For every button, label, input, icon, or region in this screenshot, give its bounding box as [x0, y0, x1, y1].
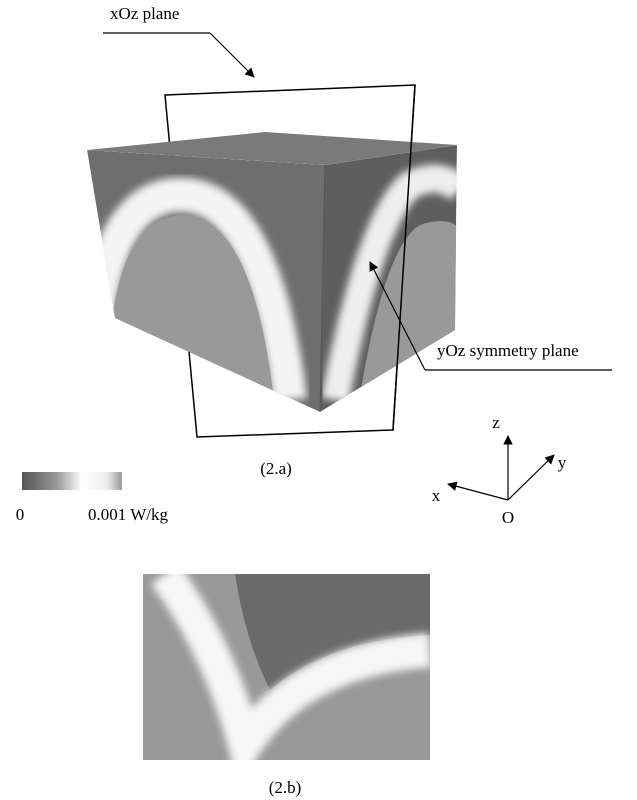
leader-arrow: [369, 261, 426, 371]
cube: [87, 132, 457, 413]
caption: (2.a): [260, 459, 292, 478]
colorbar-min: 0: [16, 505, 25, 524]
caption: (2.b): [269, 778, 302, 797]
colorbar: [22, 472, 122, 490]
origin: O: [502, 508, 514, 527]
plane-label: xOz plane: [110, 4, 179, 23]
detail-image: [143, 574, 430, 760]
axis-z: z: [492, 413, 500, 432]
leader-arrow: [209, 32, 255, 78]
axis-y: y: [558, 453, 567, 472]
axis-x: x: [432, 486, 441, 505]
symmetry-label: yOz symmetry plane: [437, 341, 579, 360]
axes: [447, 435, 555, 501]
xoz-plane-edge: [392, 84, 416, 431]
colorbar-max: 0.001 W/kg: [88, 505, 168, 524]
